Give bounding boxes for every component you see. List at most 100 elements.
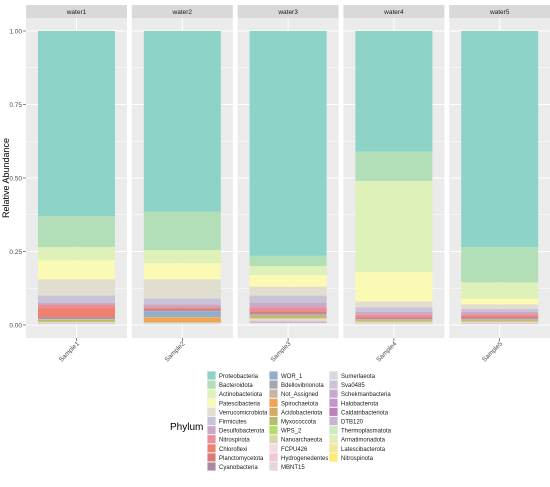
legend-label: Nanoarchaeota — [281, 438, 323, 444]
bar-segment-bacteroidota — [38, 216, 115, 248]
facet-strip-label: water5 — [489, 9, 510, 16]
legend-label: Cyanobacteria — [219, 465, 258, 471]
y-tick-label: 0.00 — [9, 323, 22, 330]
legend-item: Chloroflexi — [207, 443, 247, 453]
legend-swatch — [269, 426, 278, 435]
bar-segment-verrucomicrobiota — [355, 301, 433, 308]
legend-label: Sva0485 — [341, 383, 365, 389]
bar-segment-nitrospirota — [38, 304, 115, 308]
legend-item: Latescibacterota — [329, 443, 386, 453]
legend-label: Firmicutes — [219, 420, 247, 426]
legend-swatch — [329, 371, 338, 380]
bar-segment-verrucomicrobiota — [461, 304, 539, 309]
legend-label: Not_Assigned — [281, 392, 318, 398]
bar-segment-patescibacteria — [38, 260, 115, 280]
bar-segment-myxococcota — [38, 320, 115, 322]
legend-label: Halobacterota — [341, 401, 379, 407]
legend-label: Thermoplasmatota — [341, 429, 392, 435]
bar-segment-proteobacteria — [143, 31, 221, 212]
legend-item: Sva0485 — [329, 380, 365, 390]
bar-segment-bacteroidota — [143, 211, 221, 251]
legend-item: Thermoplasmatota — [329, 425, 392, 435]
bar-segment-acidobacteriota — [249, 315, 327, 318]
legend-label: Desulfobacterota — [219, 429, 265, 435]
bar-segment-actinobacteriota — [355, 180, 433, 273]
y-tick-label: 0.25 — [9, 249, 22, 256]
bar-segment-desulfobacterota — [461, 311, 539, 315]
legend-swatch — [207, 371, 216, 380]
legend-item: Patescibacteria — [207, 398, 261, 408]
legend-item: Not_Assigned — [269, 389, 318, 399]
bar-segment-hydrogenedentes — [249, 320, 327, 321]
legend-label: Verrucomicrobiota — [219, 410, 268, 416]
y-tick-label: 0.75 — [9, 102, 22, 109]
legend-swatch — [329, 389, 338, 398]
bar-segment-not-assigned — [249, 315, 327, 316]
bar-segment-cyanobacteria — [355, 318, 433, 320]
legend-item: Planctomycetota — [207, 452, 264, 462]
legend-label: Armatimonadota — [341, 438, 386, 444]
bar-segment-patescibacteria — [355, 272, 433, 302]
legend-swatch — [207, 417, 216, 425]
bar-segment-proteobacteria — [355, 31, 433, 152]
facet-water5: water5 Sample5 — [449, 5, 550, 364]
legend-item: WPS_2 — [269, 425, 302, 435]
bar-segment-actinobacteriota — [38, 247, 115, 261]
legend-label: Chloroflexi — [219, 447, 247, 453]
bar-segment-cyanobacteria — [38, 317, 115, 319]
legend-label: Planctomycetota — [219, 456, 264, 462]
legend-swatch — [329, 398, 338, 407]
facet-strip — [343, 5, 445, 18]
bar-segment-actinobacteriota — [249, 266, 327, 276]
legend-item: Halobacterota — [329, 398, 379, 408]
bar-segment-sva0485 — [249, 321, 327, 322]
legend-label: Latescibacterota — [341, 447, 386, 453]
x-tick-label: Sample3 — [269, 340, 292, 363]
legend-swatch — [269, 444, 278, 453]
bar-segment-firmicutes — [461, 308, 539, 312]
legend-item: MBNT15 — [269, 462, 305, 471]
bar-segment-cyanobacteria — [461, 318, 539, 320]
facet-strip — [449, 5, 550, 18]
bar-segment-nitrospirota — [355, 314, 433, 317]
legend-label: Schekmanbacteria — [341, 392, 391, 398]
legend-swatch — [269, 453, 278, 462]
y-tick-label: 1.00 — [9, 29, 22, 36]
bar-segment-chloroflexi — [355, 316, 433, 318]
legend-label: FCPU426 — [281, 447, 308, 453]
bar-segment-myxococcota — [355, 321, 433, 322]
bar-segment-acidobacteriota — [143, 321, 221, 323]
facet-water3: water3 Sample3 — [237, 5, 339, 364]
legend-swatch — [329, 435, 338, 444]
x-tick-label: Sample2 — [164, 340, 187, 363]
bar-segment-nanoarchaeota — [249, 318, 327, 320]
legend-label: Nitrospirota — [219, 438, 250, 444]
bar-segment-spirochaetota — [143, 317, 221, 322]
bar-segment-desulfobacterota — [143, 304, 221, 308]
legend-label: Nitrospinota — [341, 456, 374, 462]
legend-label: Sumerlaeota — [341, 374, 376, 380]
legend-label: WOR_1 — [281, 374, 303, 380]
legend-swatch — [207, 453, 216, 462]
legend-item: WOR_1 — [269, 371, 303, 380]
y-axis: 0.00 0.25 0.50 0.75 1.00 — [9, 29, 26, 330]
legend-item: Hydrogenedentes — [269, 452, 328, 462]
bar-segment-fcpu426 — [249, 319, 327, 321]
bar-segment-verrucomicrobiota — [143, 279, 221, 299]
legend-swatch — [269, 371, 278, 380]
bar-segment-chloroflexi — [461, 315, 539, 318]
legend-swatch — [329, 444, 338, 453]
facet-strip-label: water4 — [383, 9, 404, 16]
bar-segment-verrucomicrobiota — [38, 279, 115, 296]
legend-label: Patescibacteria — [219, 401, 261, 407]
bar-segment-bdellovibrionota — [461, 319, 539, 320]
legend-swatch — [207, 389, 216, 398]
bar-segment-firmicutes — [143, 298, 221, 305]
legend-item: Bacteroidota — [207, 380, 253, 390]
legend-label: Caldatribacteriota — [341, 410, 389, 416]
legend-label: Acidobacteriota — [281, 410, 323, 416]
facet-strip-label: water2 — [172, 9, 193, 16]
bar-segment-chloroflexi — [38, 307, 115, 317]
legend-swatch — [269, 435, 278, 444]
bar-segment-planctomycetota — [38, 316, 115, 318]
